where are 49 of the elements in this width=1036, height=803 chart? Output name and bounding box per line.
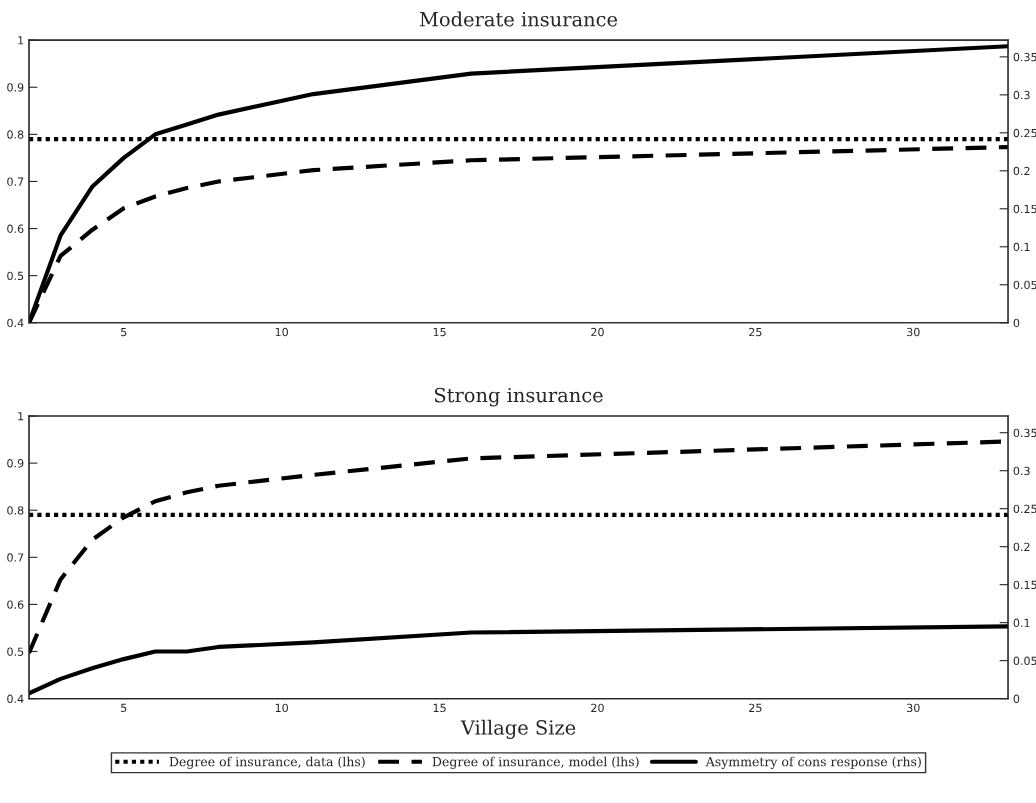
y2-tick-label: 0.15	[1013, 204, 1036, 214]
y-tick-label: 0.9	[7, 459, 24, 468]
y2-tick-label: 0.3	[1013, 90, 1030, 100]
y2-tick-label: 0.05	[1013, 280, 1036, 290]
y2-tick-label: 0.35	[1013, 428, 1036, 438]
legend-label: Degree of insurance, data (lhs)	[169, 756, 365, 769]
y2-tick-label: 0.1	[1013, 618, 1030, 628]
x-tick-label: 10	[275, 327, 288, 337]
chart-title: Moderate insurance	[419, 11, 618, 27]
x-tick-label: 25	[749, 327, 762, 337]
y-tick-label: 0.5	[7, 271, 24, 281]
y2-tick-label: 0.3	[1013, 466, 1030, 476]
x-tick-label: 15	[433, 703, 446, 713]
y2-tick-label: 0.25	[1013, 504, 1036, 514]
line-series	[29, 624, 1009, 696]
y-tick-label: 1	[18, 412, 24, 421]
y2-tick-label: 0	[1013, 318, 1020, 328]
chart-title: Strong insurance	[434, 387, 603, 407]
x-tick-label: 30	[907, 703, 920, 713]
x-tick-label: 20	[591, 327, 604, 337]
y2-tick-label: 0.2	[1013, 542, 1030, 552]
y-tick-label: 0.6	[7, 224, 24, 233]
y-tick-label: 0.4	[7, 318, 24, 328]
y2-tick-label: 0.25	[1013, 128, 1036, 138]
y2-tick-label: 0.05	[1013, 656, 1036, 666]
y-tick-label: 0.8	[7, 130, 24, 139]
y-tick-label: 0.5	[7, 647, 24, 656]
y-tick-label: 0.7	[7, 553, 24, 562]
y2-tick-label: 0.35	[1013, 52, 1036, 62]
x-axis-title: Village Size	[460, 719, 576, 739]
y-tick-label: 0.6	[7, 600, 24, 609]
y2-tick-label: 0.1	[1013, 242, 1030, 252]
y2-tick-label: 0.2	[1013, 166, 1030, 176]
y2-tick-label: 0.15	[1013, 580, 1036, 590]
x-tick-label: 5	[121, 703, 127, 713]
x-tick-label: 30	[907, 327, 920, 337]
x-tick-label: 25	[749, 703, 762, 713]
y2-tick-label: 0	[1013, 694, 1020, 703]
x-tick-label: 15	[433, 327, 446, 337]
y-tick-label: 0.8	[7, 506, 24, 515]
legend-label: Asymmetry of cons response (rhs)	[705, 756, 921, 769]
y-tick-label: 1	[18, 36, 24, 45]
x-tick-label: 10	[275, 703, 288, 713]
y-tick-label: 0.4	[7, 694, 24, 703]
x-tick-label: 20	[591, 703, 604, 713]
y-tick-label: 0.7	[7, 177, 24, 186]
x-tick-label: 5	[121, 327, 127, 337]
legend-label: Degree of insurance, model (lhs)	[432, 756, 639, 769]
y-tick-label: 0.9	[7, 83, 24, 92]
